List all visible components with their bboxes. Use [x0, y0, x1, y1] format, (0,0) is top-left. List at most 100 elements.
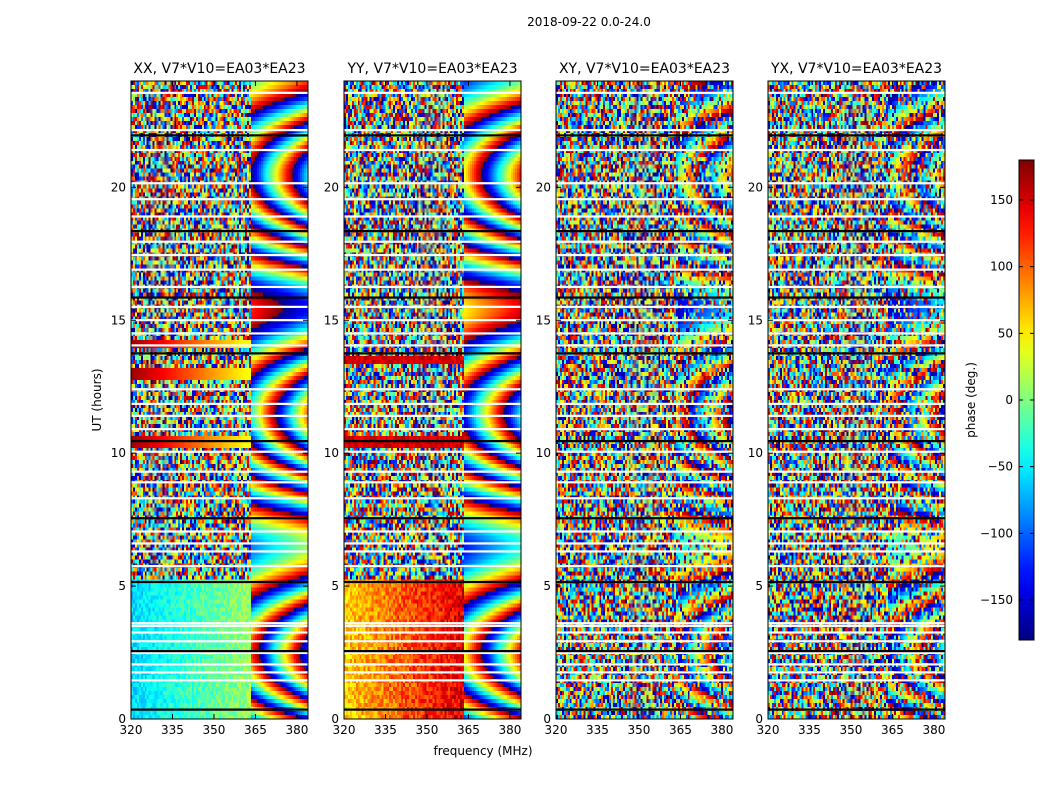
flagged-row [131, 296, 308, 299]
flagged-row [556, 305, 733, 308]
flagged-row [344, 388, 521, 391]
flagged-row [344, 530, 521, 533]
flagged-row [344, 640, 521, 643]
y-tick-label: 5 [118, 579, 126, 593]
figure-title: 2018-09-22 0.0-24.0 [527, 15, 651, 29]
flagged-row [131, 388, 308, 391]
x-tick-label: 335 [586, 723, 609, 737]
flagged-row [768, 91, 945, 94]
flagged-row [556, 215, 733, 218]
flagged-row [131, 650, 308, 653]
flagged-row [556, 450, 733, 453]
plot-frame [767, 80, 946, 720]
y-tick-label: 20 [324, 180, 339, 194]
flagged-row [768, 450, 945, 453]
flagged-row [768, 148, 945, 152]
flagged-row [768, 344, 945, 347]
flagged-row [131, 402, 308, 405]
flagged-row [768, 253, 945, 257]
flagged-row [768, 671, 945, 674]
flagged-row [131, 128, 308, 132]
panel-yx: YX, V7*V10=EA03*EA23 320 335 350 365 380 0 5 10 1… [748, 61, 946, 737]
flagged-row [768, 481, 945, 484]
flagged-row [131, 134, 308, 137]
flagged-row [344, 450, 521, 453]
flagged-row [344, 198, 521, 201]
x-tick-label: 320 [333, 723, 356, 737]
flagged-row [768, 631, 945, 634]
flagged-row [556, 708, 733, 711]
flagged-row [131, 91, 308, 94]
flagged-row [131, 651, 308, 655]
flagged-row [768, 319, 945, 322]
flagged-row [131, 268, 308, 271]
flagged-row [768, 622, 945, 625]
flagged-row [131, 352, 308, 355]
phase-heatmap [556, 81, 733, 719]
flagged-row [768, 388, 945, 391]
panel-xy: XY, V7*V10=EA03*EA23 320 335 350 365 380 0 5 10 1… [536, 61, 734, 737]
flagged-row [131, 671, 308, 674]
flagged-row [344, 285, 521, 289]
flagged-row [344, 622, 521, 625]
flagged-row [556, 388, 733, 391]
y-tick-label: 20 [111, 180, 126, 194]
flagged-row [556, 651, 733, 655]
flagged-row [344, 134, 521, 137]
x-tick-label: 320 [545, 723, 568, 737]
flagged-row [344, 182, 521, 185]
flagged-row [344, 148, 521, 152]
colorbar-tick-label: −100 [980, 526, 1013, 540]
colorbar-tick-label: −50 [988, 460, 1013, 474]
flagged-row [344, 296, 521, 299]
flagged-row [556, 134, 733, 137]
flagged-row [556, 148, 733, 152]
x-tick-label: 335 [374, 723, 397, 737]
flagged-row [131, 285, 308, 289]
flagged-row [131, 624, 308, 627]
flagged-row [768, 134, 945, 137]
y-tick-label: 5 [331, 579, 339, 593]
flagged-row [768, 268, 945, 271]
flagged-row [556, 517, 733, 520]
y-tick-label: 5 [755, 579, 763, 593]
panel-title: YX, V7*V10=EA03*EA23 [770, 61, 942, 77]
flagged-row [556, 542, 733, 545]
flagged-row [344, 550, 521, 553]
flagged-row [768, 440, 945, 443]
flagged-row [344, 631, 521, 634]
flagged-row [344, 428, 521, 431]
flagged-row [344, 352, 521, 355]
x-tick-label: 320 [757, 723, 780, 737]
flagged-row [768, 497, 945, 500]
flagged-row [131, 580, 308, 584]
flagged-row [768, 182, 945, 185]
flagged-row [768, 128, 945, 132]
colorbar-tick-label: 150 [990, 193, 1013, 207]
flagged-row [768, 650, 945, 653]
flagged-row [556, 229, 733, 233]
x-tick-label: 365 [244, 723, 267, 737]
y-tick-label: 15 [748, 313, 763, 327]
flagged-row [556, 253, 733, 257]
x-tick-label: 350 [416, 723, 439, 737]
flagged-row [344, 215, 521, 218]
panel-title: YY, V7*V10=EA03*EA23 [346, 61, 517, 77]
colorbar-tick-label: 100 [990, 260, 1013, 274]
flagged-row [131, 253, 308, 257]
panels: XX, V7*V10=EA03*EA23 320 335 350 365 380 0 5 10 1… [111, 61, 946, 737]
flagged-row [556, 319, 733, 322]
flagged-row [556, 198, 733, 201]
flagged-row [344, 240, 521, 243]
flagged-row [768, 296, 945, 299]
plot-frame [555, 80, 734, 720]
flagged-row [556, 440, 733, 443]
flagged-row [131, 470, 308, 473]
flagged-row [556, 414, 733, 417]
phase-heatmap [768, 81, 945, 719]
flagged-row [768, 332, 945, 335]
y-tick-label: 20 [748, 180, 763, 194]
flagged-row [131, 708, 308, 711]
flagged-row [344, 671, 521, 674]
x-tick-label: 335 [161, 723, 184, 737]
